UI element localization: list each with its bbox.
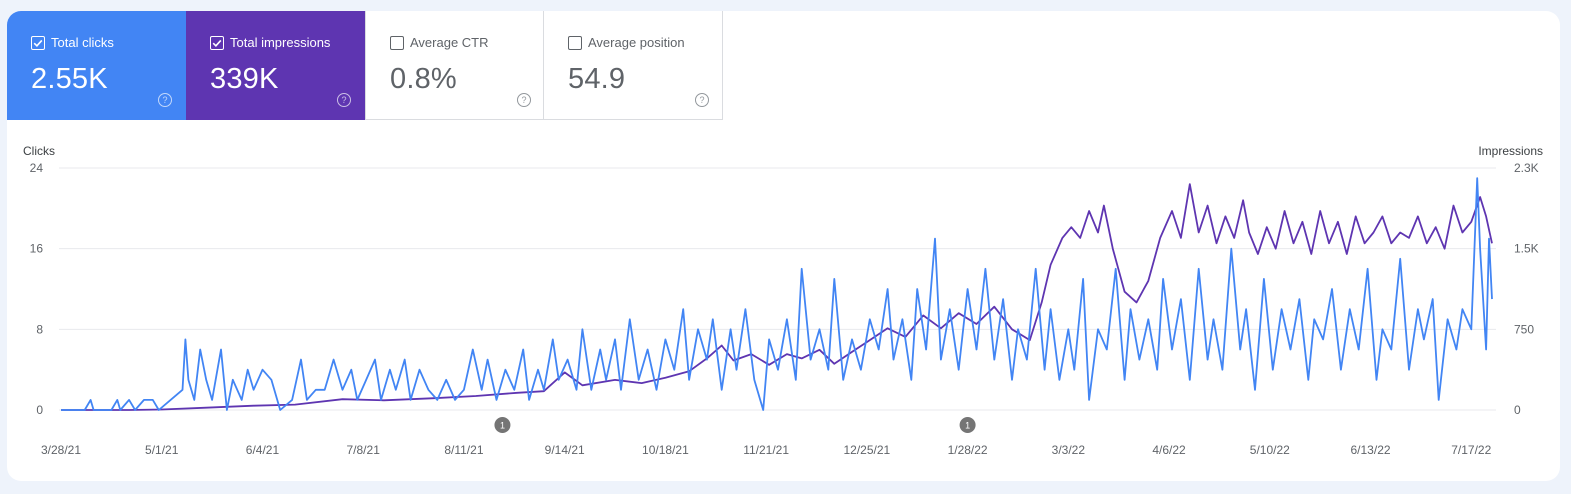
total-clicks-value: 2.55K	[31, 63, 108, 95]
average-ctr-value: 0.8%	[390, 63, 457, 95]
average-ctr-label: Average CTR	[410, 35, 489, 50]
x-tick-label: 6/13/22	[1351, 443, 1391, 457]
performance-chart: 0 8 16 24 0 750 1.5K 2.3K 3/28/21 5/1/21 6/4/21 7…	[23, 144, 1543, 457]
left-axis-ticks: 0 8 16 24	[30, 161, 44, 417]
right-axis-title: Impressions	[1478, 144, 1543, 158]
chart-series	[61, 177, 1493, 411]
x-tick-label: 9/14/21	[545, 443, 585, 457]
x-tick-label: 5/10/22	[1250, 443, 1290, 457]
checkmark-icon	[33, 39, 43, 47]
average-ctr-tile[interactable]: Average CTR 0.8% ?	[365, 11, 544, 120]
x-tick-label: 1/28/22	[948, 443, 988, 457]
grid-lines	[59, 167, 1496, 411]
help-icon[interactable]: ?	[158, 93, 172, 107]
average-position-tile[interactable]: Average position 54.9 ?	[544, 11, 723, 120]
series-line-clicks	[61, 177, 1493, 411]
series-line-impressions	[61, 183, 1493, 411]
x-tick-label: 7/8/21	[347, 443, 381, 457]
x-axis-ticks: 3/28/21 5/1/21 6/4/21 7/8/21 8/11/21 9/14/21 1…	[41, 443, 1492, 457]
right-tick-label: 0	[1514, 403, 1521, 417]
x-tick-label: 3/3/22	[1052, 443, 1086, 457]
help-icon[interactable]: ?	[517, 93, 531, 107]
total-impressions-value: 339K	[210, 63, 279, 95]
total-clicks-tile[interactable]: Total clicks 2.55K ?	[7, 11, 186, 120]
left-tick-label: 0	[36, 403, 43, 417]
average-position-label: Average position	[588, 35, 685, 50]
annotation-circle	[959, 417, 976, 433]
unchecked-checkbox-icon[interactable]	[390, 36, 404, 50]
total-impressions-tile[interactable]: Total impressions 339K ?	[186, 11, 365, 120]
x-tick-label: 11/21/21	[743, 443, 789, 457]
average-position-value: 54.9	[568, 63, 626, 95]
x-tick-label: 6/4/21	[246, 443, 280, 457]
annotation-circle	[494, 417, 511, 433]
right-axis-ticks: 0 750 1.5K 2.3K	[1514, 161, 1539, 417]
x-tick-label: 5/1/21	[145, 443, 179, 457]
unchecked-checkbox-icon[interactable]	[568, 36, 582, 50]
left-tick-label: 16	[30, 242, 44, 256]
left-axis-title: Clicks	[23, 144, 55, 158]
right-tick-label: 1.5K	[1514, 242, 1539, 256]
help-icon[interactable]: ?	[337, 93, 351, 107]
total-clicks-label: Total clicks	[51, 35, 114, 50]
checkmark-icon	[212, 39, 222, 47]
right-tick-label: 2.3K	[1514, 161, 1539, 175]
checked-checkbox-icon[interactable]	[31, 36, 45, 50]
annotation-marker: 1	[494, 417, 511, 433]
right-tick-label: 750	[1514, 322, 1534, 336]
annotation-label: 1	[500, 421, 505, 431]
x-tick-label: 4/6/22	[1152, 443, 1186, 457]
metric-tiles: Total clicks 2.55K ? Total impressions 3…	[7, 11, 723, 120]
checked-checkbox-icon[interactable]	[210, 36, 224, 50]
annotation-marker: 1	[959, 417, 976, 433]
left-tick-label: 8	[36, 322, 43, 336]
x-tick-label: 3/28/21	[41, 443, 81, 457]
x-tick-label: 12/25/21	[844, 443, 891, 457]
x-tick-label: 8/11/21	[444, 443, 483, 457]
performance-card: Total clicks 2.55K ? Total impressions 3…	[7, 11, 1560, 481]
x-tick-label: 10/18/21	[642, 443, 689, 457]
x-tick-label: 7/17/22	[1451, 443, 1491, 457]
annotation-label: 1	[965, 421, 970, 431]
left-tick-label: 24	[30, 161, 44, 175]
help-icon[interactable]: ?	[695, 93, 709, 107]
total-impressions-label: Total impressions	[230, 35, 331, 50]
